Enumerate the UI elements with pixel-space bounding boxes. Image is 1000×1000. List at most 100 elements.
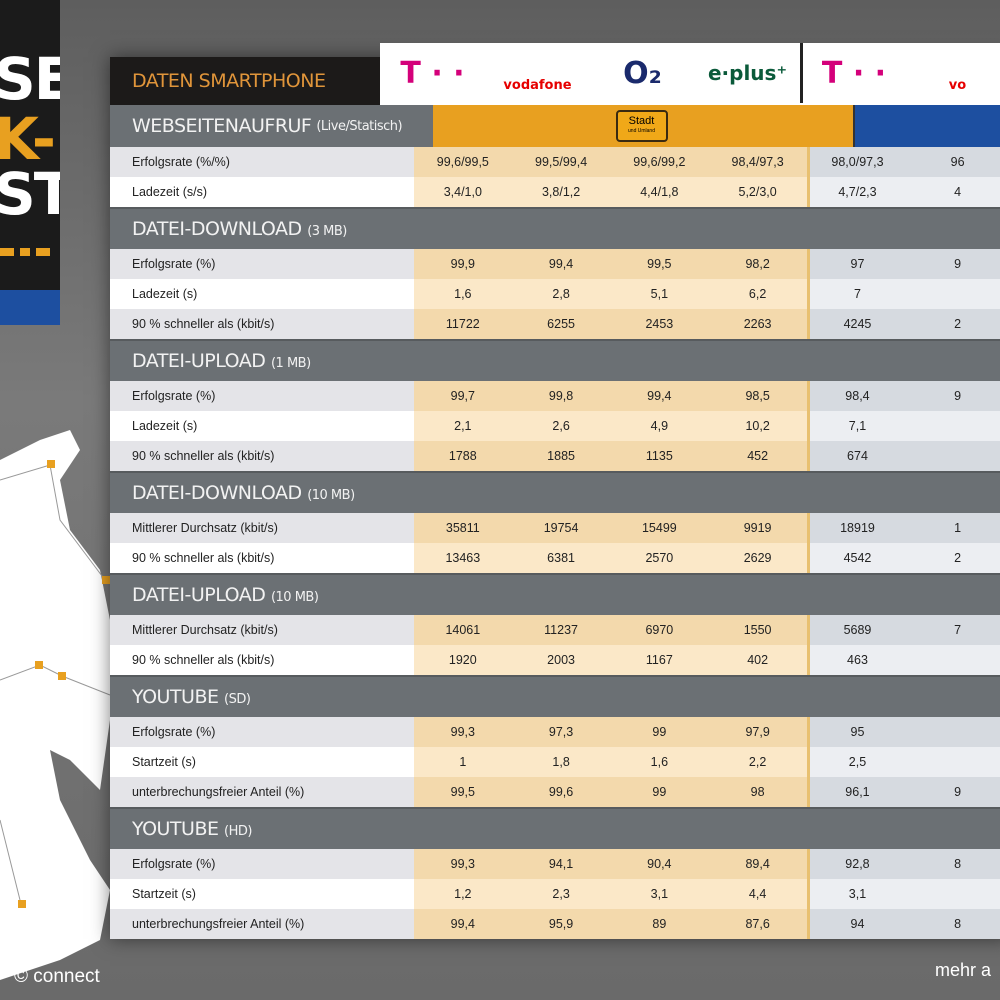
section-name: DATEI-DOWNLOAD [132, 218, 302, 240]
row-label: Startzeit (s) [110, 747, 414, 777]
section-title: DATEI-UPLOAD (1 MB) [110, 350, 311, 372]
table-body: Erfolgsrate (%/%) 99,6/99,5 99,5/99,4 99,6/… [110, 147, 1000, 939]
cell-value [905, 279, 1000, 309]
row-label: Ladezeit (s/s) [110, 177, 414, 207]
cell-value: 4,4/1,8 [610, 177, 709, 207]
section-name: YOUTUBE [132, 818, 219, 840]
side-banner: SE K- ST [0, 0, 60, 325]
table-title: DATEN SMARTPHONE [110, 57, 380, 105]
cell-value: 95 [806, 717, 906, 747]
cell-value: 5689 [806, 615, 906, 645]
operator-logo-text: O₂ [623, 55, 662, 91]
cell-value: 2 [905, 309, 1000, 339]
section-note: (HD) [224, 824, 252, 839]
operator-logo-vodafone: vodafone [485, 43, 590, 103]
cell-value: 1 [413, 747, 512, 777]
cell-value: 4,4 [708, 879, 807, 909]
results-table: DATEN SMARTPHONE T · · vodafone O₂ e·plus⁺ T… [110, 43, 1000, 939]
cell-value: 8 [905, 909, 1000, 939]
banner-dash [0, 248, 14, 256]
cell-value: 98,5 [708, 381, 807, 411]
cell-value: 97,3 [511, 717, 611, 747]
row-label: Erfolgsrate (%) [110, 849, 414, 879]
row-label: Ladezeit (s) [110, 411, 414, 441]
section-header: DATEI-DOWNLOAD (3 MB) [110, 207, 1000, 249]
banner-line: K- [0, 105, 56, 173]
cell-value: 9 [905, 381, 1000, 411]
banner-line: ST [0, 160, 60, 228]
cell-value: 98,4/97,3 [708, 147, 807, 177]
cell-value: 2,2 [708, 747, 807, 777]
germany-map [0, 430, 111, 980]
orange-header-band: Stadt und Umland [433, 105, 853, 147]
cell-value: 99,3 [413, 717, 512, 747]
table-row: Mittlerer Durchsatz (kbit/s) 14061 11237 69… [110, 615, 1000, 645]
cell-value: 13463 [413, 543, 512, 573]
cell-value: 87,6 [708, 909, 807, 939]
operator-logo-e-plus: e·plus⁺ [695, 43, 800, 103]
cell-value: 463 [806, 645, 906, 675]
cell-value: 11722 [413, 309, 512, 339]
row-label: 90 % schneller als (kbit/s) [110, 309, 414, 339]
section-note: (SD) [224, 692, 251, 707]
cell-value: 19754 [511, 513, 611, 543]
section-note: (3 MB) [307, 224, 347, 239]
cell-value: 402 [708, 645, 807, 675]
section-title: DATEI-DOWNLOAD (10 MB) [110, 482, 355, 504]
banner-blue-strip [0, 290, 60, 325]
cell-value: 99,4 [511, 249, 611, 279]
row-label: Erfolgsrate (%/%) [110, 147, 414, 177]
row-label: Erfolgsrate (%) [110, 381, 414, 411]
row-label: unterbrechungsfreier Anteil (%) [110, 777, 414, 807]
cell-value: 2263 [708, 309, 807, 339]
cell-value: 11237 [511, 615, 611, 645]
section-note: (10 MB) [270, 590, 319, 605]
cell-value: 2,5 [806, 747, 906, 777]
cell-value: 6255 [511, 309, 611, 339]
cell-value: 99,5 [413, 777, 512, 807]
section-header: DATEI-DOWNLOAD (10 MB) [110, 471, 1000, 513]
badge-label: Stadt [628, 115, 655, 127]
cell-value: 2,3 [511, 879, 611, 909]
cell-value: 1550 [708, 615, 807, 645]
table-row: Erfolgsrate (%) 99,9 99,4 99,5 98,2 97 9 [110, 249, 1000, 279]
divider [853, 105, 855, 147]
cell-value: 3,1 [806, 879, 906, 909]
cell-value: 89,4 [708, 849, 807, 879]
cell-value: 98,2 [708, 249, 807, 279]
cell-value: 92,8 [806, 849, 906, 879]
cell-value: 1,2 [413, 879, 512, 909]
cell-value: 3,8/1,2 [511, 177, 611, 207]
operator-logo-text: T · · [821, 55, 887, 91]
table-row: Startzeit (s) 1,2 2,3 3,1 4,4 3,1 [110, 879, 1000, 909]
cell-value: 89 [610, 909, 709, 939]
cell-value: 95,9 [511, 909, 611, 939]
cell-value: 4245 [806, 309, 906, 339]
cell-value: 97 [806, 249, 906, 279]
cell-value: 9 [905, 777, 1000, 807]
cell-value: 14061 [413, 615, 512, 645]
table-row: Ladezeit (s) 1,6 2,8 5,1 6,2 7 [110, 279, 1000, 309]
cell-value: 3,4/1,0 [413, 177, 512, 207]
cell-value: 99,7 [413, 381, 512, 411]
cell-value: 99,4 [413, 909, 512, 939]
cell-value: 99,9 [413, 249, 512, 279]
cell-value: 2453 [610, 309, 709, 339]
cell-value: 1,6 [413, 279, 512, 309]
cell-value: 7 [905, 615, 1000, 645]
cell-value: 3,1 [610, 879, 709, 909]
cell-value: 99,8 [511, 381, 611, 411]
table-row: 90 % schneller als (kbit/s) 1920 2003 1167 4… [110, 645, 1000, 675]
table-row: Erfolgsrate (%) 99,3 94,1 90,4 89,4 92,8 8 [110, 849, 1000, 879]
cell-value: 99,6 [511, 777, 611, 807]
cell-value: 6381 [511, 543, 611, 573]
more-link[interactable]: mehr a [935, 960, 992, 980]
operator-logo-telekom: T · · [380, 43, 485, 103]
section-title: DATEI-DOWNLOAD (3 MB) [110, 218, 347, 240]
cell-value: 99,5/99,4 [511, 147, 611, 177]
cell-value: 96 [905, 147, 1000, 177]
section-header: DATEI-UPLOAD (1 MB) [110, 339, 1000, 381]
row-label: Mittlerer Durchsatz (kbit/s) [110, 615, 414, 645]
cell-value: 2,6 [511, 411, 611, 441]
cell-value: 2629 [708, 543, 807, 573]
